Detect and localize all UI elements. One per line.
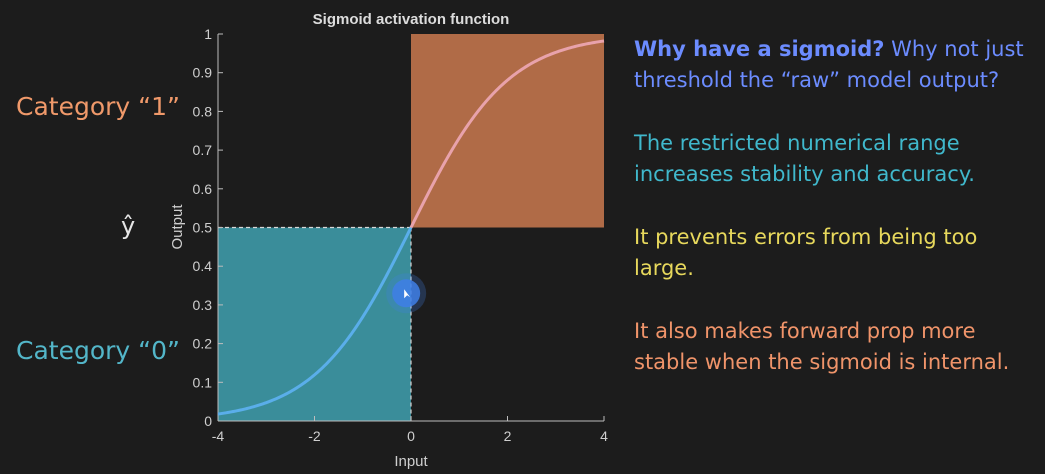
cursor-arrow-icon xyxy=(404,289,411,299)
sigmoid-curve-high xyxy=(409,39,605,229)
note-question: Why have a sigmoid? Why not just thresho… xyxy=(634,34,1039,96)
category-one-label: Category “1” xyxy=(16,92,180,121)
x-tick-label: -4 xyxy=(212,428,225,444)
y-tick-label: 0 xyxy=(204,413,212,429)
note-question-rest: Why not just threshold the “raw” model o… xyxy=(634,37,1024,92)
y-tick-label: 0.4 xyxy=(193,258,213,274)
sigmoid-curve-low xyxy=(217,226,413,416)
x-tick-label: -2 xyxy=(308,428,321,444)
ticks-layer: -4 -2 0 2 4 0 0.1 0.2 0.3 0.4 0.5 0.6 0.7 0.8 0.9 1 xyxy=(193,26,609,444)
note-point-3: It also makes forward prop more stable w… xyxy=(634,319,1010,374)
x-axis-label: Input xyxy=(394,453,428,470)
curve-layer xyxy=(217,39,605,416)
y-tick-label: 0.7 xyxy=(193,142,213,158)
y-tick-label: 1 xyxy=(204,26,212,42)
note-point-1: The restricted numerical range increases… xyxy=(634,131,975,186)
category-one-region xyxy=(411,34,604,228)
x-tick-label: 2 xyxy=(504,428,512,444)
y-tick-label: 0.2 xyxy=(193,336,213,352)
y-tick-label: 0.9 xyxy=(193,65,213,81)
y-tick-label: 0.8 xyxy=(193,103,213,119)
y-hat-label: ŷ xyxy=(121,212,136,240)
y-tick-label: 0.6 xyxy=(193,181,213,197)
regions-layer xyxy=(218,34,604,421)
x-tick-label: 4 xyxy=(600,428,608,444)
note-point-2: It prevents errors from being too large. xyxy=(634,225,978,280)
notes-panel: Why have a sigmoid? Why not just thresho… xyxy=(634,34,1039,378)
y-tick-label: 0.1 xyxy=(193,374,213,390)
mouse-cursor xyxy=(386,273,427,314)
category-zero-region xyxy=(218,227,411,421)
x-tick-label: 0 xyxy=(407,428,415,444)
y-tick-label: 0.3 xyxy=(193,297,213,313)
chart-title: Sigmoid activation function xyxy=(313,11,510,28)
note-question-bold: Why have a sigmoid? xyxy=(634,37,885,61)
category-zero-label: Category “0” xyxy=(16,336,180,365)
y-tick-label: 0.5 xyxy=(193,220,213,236)
y-axis-label: Output xyxy=(169,204,186,250)
